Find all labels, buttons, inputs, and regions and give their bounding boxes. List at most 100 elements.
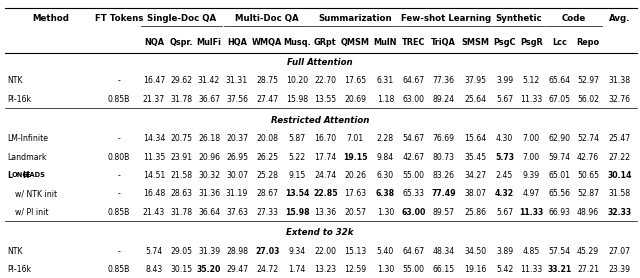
Text: 45.29: 45.29 [577, 247, 599, 256]
Text: 27.03: 27.03 [255, 247, 279, 256]
Text: 28.67: 28.67 [256, 189, 278, 198]
Text: NQA: NQA [144, 38, 164, 47]
Text: 11.35: 11.35 [143, 153, 165, 162]
Text: FT Tokens: FT Tokens [95, 14, 143, 23]
Text: 30.32: 30.32 [198, 171, 220, 180]
Text: 19.16: 19.16 [465, 265, 487, 274]
Text: MulN: MulN [374, 38, 397, 47]
Text: 20.69: 20.69 [344, 95, 366, 104]
Text: ONG: ONG [12, 172, 28, 178]
Text: 26.95: 26.95 [226, 153, 248, 162]
Text: w/ PI init: w/ PI init [15, 208, 49, 217]
Text: 77.49: 77.49 [431, 189, 456, 198]
Text: 21.43: 21.43 [143, 208, 165, 217]
Text: 1.30: 1.30 [377, 208, 394, 217]
Text: Repo: Repo [577, 38, 600, 47]
Text: 14.34: 14.34 [143, 134, 165, 143]
Text: 3.89: 3.89 [496, 247, 513, 256]
Text: Avg.: Avg. [609, 14, 630, 23]
Text: 89.57: 89.57 [433, 208, 454, 217]
Text: 63.00: 63.00 [403, 95, 424, 104]
Text: 31.39: 31.39 [198, 247, 220, 256]
Text: 13.23: 13.23 [314, 265, 336, 274]
Text: 20.08: 20.08 [256, 134, 278, 143]
Text: 17.63: 17.63 [344, 189, 366, 198]
Text: 5.22: 5.22 [289, 153, 306, 162]
Text: 17.74: 17.74 [314, 153, 337, 162]
Text: 25.28: 25.28 [256, 171, 278, 180]
Text: 31.38: 31.38 [609, 76, 631, 85]
Text: 33.21: 33.21 [547, 265, 572, 274]
Text: 38.07: 38.07 [465, 189, 486, 198]
Text: 37.95: 37.95 [465, 76, 486, 85]
Text: 20.37: 20.37 [226, 134, 248, 143]
Text: 9.39: 9.39 [523, 171, 540, 180]
Text: TriQA: TriQA [431, 38, 456, 47]
Text: 5.87: 5.87 [289, 134, 306, 143]
Text: 6.30: 6.30 [377, 171, 394, 180]
Text: 65.56: 65.56 [548, 189, 570, 198]
Text: 35.20: 35.20 [197, 265, 221, 274]
Text: 23.91: 23.91 [170, 153, 192, 162]
Text: 65.01: 65.01 [548, 171, 570, 180]
Text: w/ NTK init: w/ NTK init [15, 189, 58, 198]
Text: 26.25: 26.25 [256, 153, 278, 162]
Text: 11.33: 11.33 [520, 265, 542, 274]
Text: Synthetic: Synthetic [495, 14, 542, 23]
Text: PsgC: PsgC [493, 38, 516, 47]
Text: 9.34: 9.34 [289, 247, 306, 256]
Text: 15.64: 15.64 [465, 134, 487, 143]
Text: TREC: TREC [402, 38, 425, 47]
Text: 31.36: 31.36 [198, 189, 220, 198]
Text: 20.26: 20.26 [344, 171, 366, 180]
Text: 15.98: 15.98 [285, 208, 310, 217]
Text: L: L [8, 171, 13, 180]
Text: 76.69: 76.69 [433, 134, 454, 143]
Text: 5.67: 5.67 [496, 208, 513, 217]
Text: 5.74: 5.74 [145, 247, 163, 256]
Text: 34.27: 34.27 [465, 171, 487, 180]
Text: 27.22: 27.22 [609, 153, 631, 162]
Text: 13.55: 13.55 [314, 95, 336, 104]
Text: 55.00: 55.00 [403, 171, 424, 180]
Text: 30.07: 30.07 [226, 171, 248, 180]
Text: QMSM: QMSM [340, 38, 370, 47]
Text: 7.00: 7.00 [523, 134, 540, 143]
Text: Full Attention: Full Attention [287, 58, 353, 67]
Text: 55.00: 55.00 [403, 265, 424, 274]
Text: 37.56: 37.56 [226, 95, 248, 104]
Text: Landmark: Landmark [8, 153, 47, 162]
Text: 6.38: 6.38 [376, 189, 395, 198]
Text: 50.65: 50.65 [577, 171, 599, 180]
Text: NTK: NTK [8, 76, 23, 85]
Text: 42.67: 42.67 [403, 153, 424, 162]
Text: 31.42: 31.42 [198, 76, 220, 85]
Text: 65.64: 65.64 [548, 76, 570, 85]
Text: 15.98: 15.98 [286, 95, 308, 104]
Text: 0.85B: 0.85B [108, 265, 130, 274]
Text: 1.18: 1.18 [377, 95, 394, 104]
Text: 28.75: 28.75 [256, 76, 278, 85]
Text: 7.00: 7.00 [523, 153, 540, 162]
Text: 0.85B: 0.85B [108, 208, 130, 217]
Text: 8.43: 8.43 [145, 265, 163, 274]
Text: 32.76: 32.76 [609, 95, 631, 104]
Text: 26.18: 26.18 [198, 134, 220, 143]
Text: 77.36: 77.36 [433, 76, 454, 85]
Text: 35.45: 35.45 [465, 153, 487, 162]
Text: Lcc: Lcc [552, 38, 566, 47]
Text: 9.84: 9.84 [377, 153, 394, 162]
Text: 54.67: 54.67 [403, 134, 424, 143]
Text: Method: Method [33, 14, 69, 23]
Text: -: - [117, 171, 120, 180]
Text: Few-shot Learning: Few-shot Learning [401, 14, 491, 23]
Text: 2.28: 2.28 [377, 134, 394, 143]
Text: 32.33: 32.33 [608, 208, 632, 217]
Text: 29.05: 29.05 [170, 247, 192, 256]
Text: 36.64: 36.64 [198, 208, 220, 217]
Text: Code: Code [562, 14, 586, 23]
Text: -: - [117, 189, 120, 198]
Text: 11.33: 11.33 [520, 95, 542, 104]
Text: Extend to 32k: Extend to 32k [286, 229, 354, 237]
Text: 25.86: 25.86 [465, 208, 486, 217]
